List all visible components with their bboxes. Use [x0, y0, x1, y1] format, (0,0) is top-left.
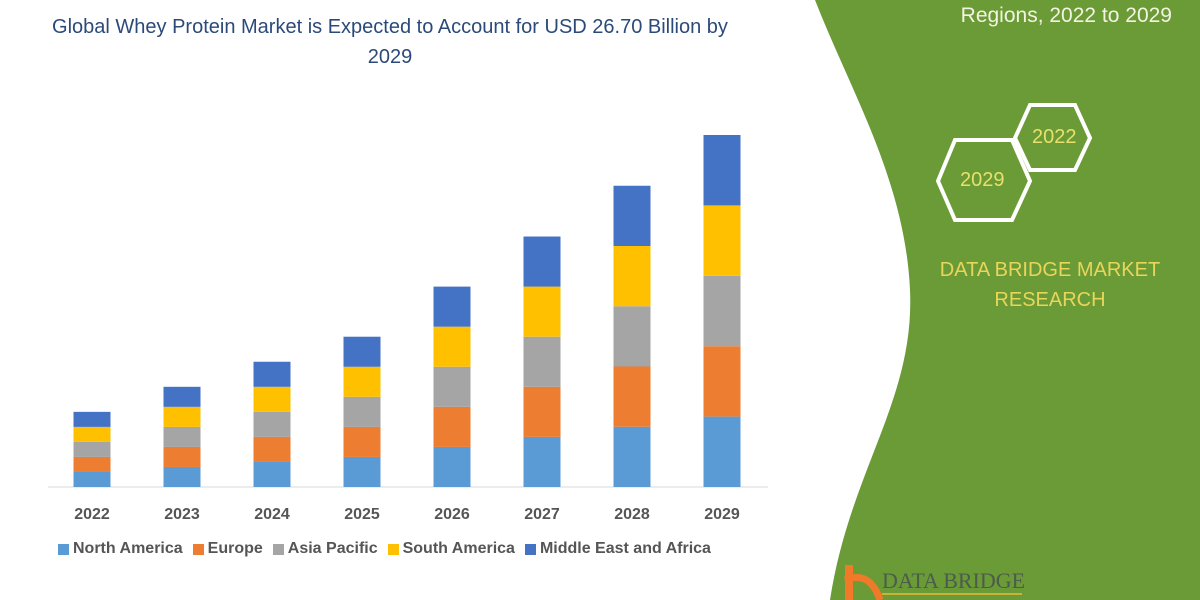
bar-segment-2027-north-america: [523, 436, 561, 487]
legend-swatch: [524, 543, 536, 555]
bar-segment-2028-middle-east-and-africa: [613, 185, 651, 247]
bar-segment-2027-asia-pacific: [523, 336, 561, 387]
bar-segment-2023-middle-east-and-africa: [163, 386, 201, 407]
bar-segment-2029-europe: [703, 346, 741, 417]
x-tick-label: 2026: [434, 506, 470, 523]
bar-segment-2023-south-america: [163, 406, 201, 427]
bar-segment-2024-asia-pacific: [253, 411, 291, 437]
legend-item: North America: [58, 540, 183, 558]
legend-item: Europe: [192, 540, 263, 558]
bar-segment-2026-south-america: [433, 326, 471, 367]
bar-segment-2025-south-america: [343, 366, 381, 397]
bar-segment-2024-south-america: [253, 386, 291, 412]
bar-segment-2025-middle-east-and-africa: [343, 336, 381, 367]
legend-label: Europe: [207, 540, 263, 557]
legend-swatch: [272, 543, 284, 555]
x-tick-label: 2022: [74, 506, 110, 523]
logo-icon: [843, 565, 884, 600]
bar-segment-2025-north-america: [343, 456, 381, 487]
side-title: Regions, 2022 to 2029: [960, 4, 1172, 27]
bar-segment-2022-north-america: [73, 471, 111, 487]
bar-segment-2026-middle-east-and-africa: [433, 286, 471, 327]
legend-label: South America: [402, 540, 515, 557]
bar-segment-2024-europe: [253, 436, 291, 462]
bar-segment-2028-north-america: [613, 426, 651, 487]
bar-segment-2026-north-america: [433, 446, 471, 487]
logo-text: DATA BRIDGE: [882, 568, 1026, 593]
bar-segment-2024-north-america: [253, 461, 291, 487]
hexagon-label-2029: 2029: [960, 169, 1005, 191]
bar-segment-2027-europe: [523, 386, 561, 437]
stacked-bar-chart: 2022 2023 2024 2025 2026 2027 2028 2029: [48, 135, 768, 523]
legend-item: South America: [387, 540, 515, 558]
bar-segment-2028-europe: [613, 366, 651, 427]
bar-segment-2022-middle-east-and-africa: [73, 411, 111, 427]
x-tick-label: 2028: [614, 506, 650, 523]
bar-segment-2029-south-america: [703, 205, 741, 276]
bar-segment-2022-south-america: [73, 426, 111, 442]
bar-segment-2023-asia-pacific: [163, 426, 201, 447]
bar-segment-2023-europe: [163, 446, 201, 467]
x-tick-label: 2027: [524, 506, 560, 523]
bar-segment-2028-asia-pacific: [613, 306, 651, 367]
hexagon-label-2022: 2022: [1032, 126, 1077, 148]
legend-label: Asia Pacific: [287, 540, 378, 557]
chart-legend: North America Europe Asia Pacific South Ame…: [58, 540, 711, 558]
bar-segment-2022-asia-pacific: [73, 441, 111, 457]
bar-segment-2027-south-america: [523, 286, 561, 337]
chart-title: Global Whey Protein Market is Expected t…: [52, 16, 728, 68]
green-panel: [815, 0, 1200, 600]
hexagon-2022: [1012, 103, 1093, 172]
bar-segment-2026-europe: [433, 406, 471, 447]
brand-line-2: RESEARCH: [994, 289, 1106, 311]
legend-item: Asia Pacific: [272, 540, 378, 558]
brand-text: DATA BRIDGE MARKET RESEARCH: [925, 255, 1175, 315]
legend-swatch: [58, 543, 69, 555]
bar-segment-2029-asia-pacific: [703, 275, 741, 347]
bar-segment-2029-north-america: [703, 416, 741, 487]
hexagon-2029: [935, 138, 1033, 222]
x-tick-label: 2029: [704, 506, 740, 523]
bar-segment-2027-middle-east-and-africa: [523, 236, 561, 287]
x-tick-label: 2024: [254, 506, 290, 523]
bar-segment-2029-middle-east-and-africa: [703, 135, 741, 206]
bar-segment-2028-south-america: [613, 246, 651, 307]
legend-item: Middle East and Africa: [524, 540, 711, 558]
bar-segment-2024-middle-east-and-africa: [253, 361, 291, 387]
bar-segment-2022-europe: [73, 456, 111, 472]
bar-segment-2026-asia-pacific: [433, 366, 471, 407]
brand-line-1: DATA BRIDGE MARKET: [939, 259, 1161, 281]
x-tick-label: 2023: [164, 506, 200, 523]
legend-label: Middle East and Africa: [539, 540, 711, 557]
legend-label: North America: [73, 540, 183, 557]
legend-swatch: [192, 543, 204, 555]
bar-segment-2025-asia-pacific: [343, 396, 381, 427]
bar-segment-2023-north-america: [163, 466, 201, 487]
legend-swatch: [387, 543, 399, 555]
x-tick-label: 2025: [344, 506, 380, 523]
bar-segment-2025-europe: [343, 426, 381, 457]
